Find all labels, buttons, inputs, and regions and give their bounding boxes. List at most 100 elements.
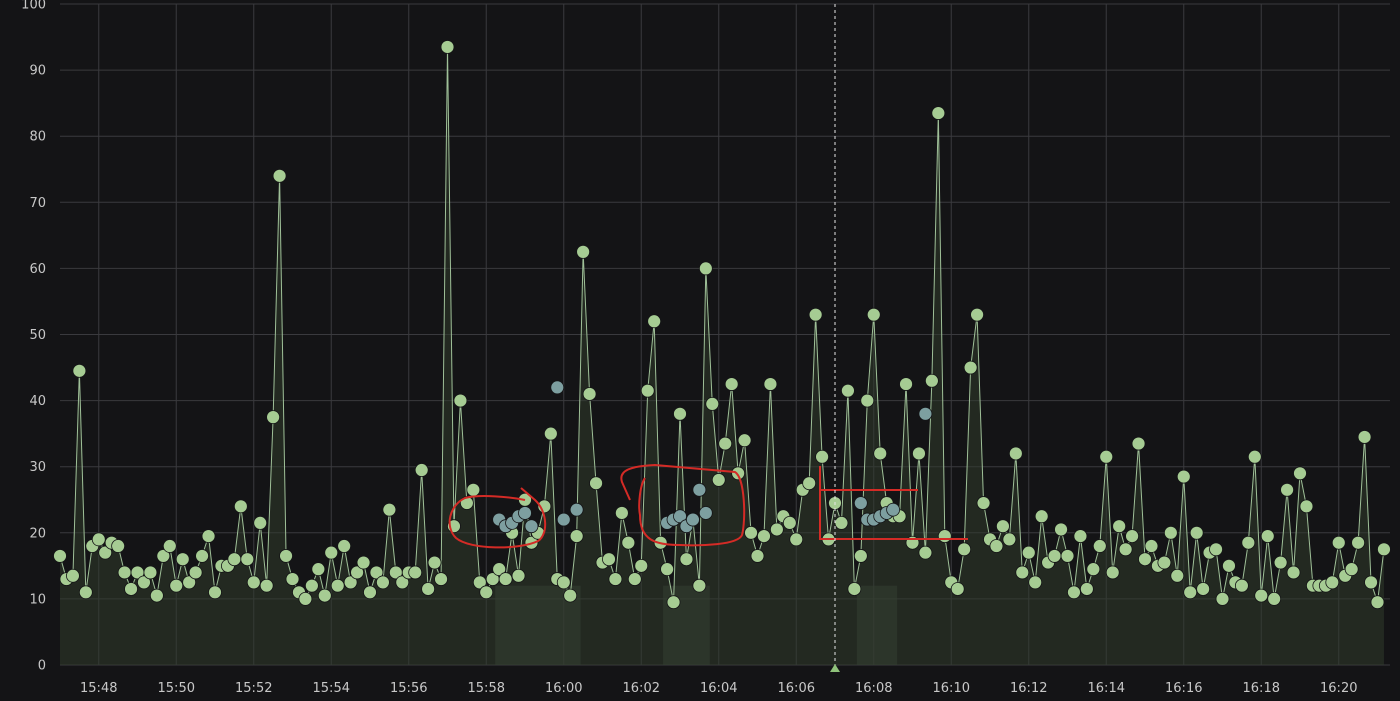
data-point[interactable] <box>860 393 875 408</box>
data-point[interactable] <box>369 565 384 580</box>
data-point[interactable] <box>1002 532 1017 547</box>
data-point[interactable] <box>1054 522 1068 537</box>
data-point[interactable] <box>782 515 797 530</box>
data-point[interactable] <box>1377 542 1391 557</box>
data-point[interactable] <box>246 575 261 590</box>
data-point[interactable] <box>1131 436 1146 451</box>
data-point[interactable] <box>543 426 558 441</box>
data-point[interactable] <box>1351 535 1366 550</box>
data-point[interactable] <box>53 549 67 563</box>
data-point[interactable] <box>169 578 184 593</box>
data-point[interactable] <box>602 552 616 567</box>
data-point[interactable] <box>1157 555 1172 570</box>
data-point[interactable] <box>731 466 746 481</box>
data-point[interactable] <box>279 549 293 563</box>
data-point[interactable] <box>330 578 345 593</box>
data-point[interactable] <box>1254 588 1269 603</box>
data-point[interactable] <box>569 529 584 544</box>
data-point[interactable] <box>647 314 662 329</box>
data-point[interactable] <box>1073 529 1088 544</box>
data-point[interactable] <box>1293 466 1307 481</box>
data-point[interactable] <box>175 552 190 567</box>
highlighted-data-point[interactable] <box>886 502 901 517</box>
data-point[interactable] <box>208 585 222 600</box>
data-point[interactable] <box>427 555 442 570</box>
data-point[interactable] <box>434 572 448 586</box>
data-point[interactable] <box>808 307 823 322</box>
data-point[interactable] <box>1273 555 1288 570</box>
data-point[interactable] <box>227 552 242 567</box>
data-point[interactable] <box>259 578 274 593</box>
data-point[interactable] <box>78 585 93 600</box>
data-point[interactable] <box>750 549 765 563</box>
data-point[interactable] <box>466 482 481 497</box>
data-point[interactable] <box>1370 595 1385 610</box>
data-point[interactable] <box>498 572 513 586</box>
data-point[interactable] <box>970 307 984 322</box>
data-point[interactable] <box>395 575 410 590</box>
data-point[interactable] <box>1008 446 1023 461</box>
data-point[interactable] <box>989 539 1004 553</box>
data-point[interactable] <box>621 535 636 550</box>
data-point[interactable] <box>1163 525 1178 540</box>
data-point[interactable] <box>789 532 804 547</box>
data-point[interactable] <box>162 539 177 553</box>
data-point[interactable] <box>873 446 888 461</box>
data-point[interactable] <box>1144 539 1159 553</box>
data-point[interactable] <box>912 446 926 461</box>
data-point[interactable] <box>1234 578 1249 593</box>
data-point[interactable] <box>918 545 933 560</box>
data-point[interactable] <box>382 502 397 517</box>
data-point[interactable] <box>453 393 468 408</box>
data-point[interactable] <box>1105 565 1120 580</box>
data-point[interactable] <box>233 499 248 514</box>
data-point[interactable] <box>834 515 849 530</box>
data-point[interactable] <box>1183 585 1198 600</box>
data-point[interactable] <box>1196 582 1211 596</box>
data-point[interactable] <box>847 582 862 596</box>
data-point[interactable] <box>240 552 255 567</box>
highlighted-data-point[interactable] <box>853 496 868 510</box>
data-point[interactable] <box>996 519 1010 534</box>
data-point[interactable] <box>1286 565 1301 580</box>
highlighted-data-point[interactable] <box>686 512 700 527</box>
data-point[interactable] <box>201 529 216 544</box>
data-point[interactable] <box>137 575 151 590</box>
data-point[interactable] <box>957 542 972 557</box>
data-point[interactable] <box>343 575 358 590</box>
data-point[interactable] <box>608 572 623 586</box>
data-point[interactable] <box>1299 499 1314 514</box>
data-point[interactable] <box>698 261 713 276</box>
data-point[interactable] <box>673 406 687 421</box>
data-point[interactable] <box>414 463 429 477</box>
data-point[interactable] <box>763 377 778 391</box>
highlighted-data-point[interactable] <box>524 519 539 534</box>
data-point[interactable] <box>124 582 138 596</box>
data-point[interactable] <box>1176 469 1191 484</box>
data-point[interactable] <box>272 168 287 183</box>
data-point[interactable] <box>737 433 752 448</box>
data-point[interactable] <box>963 360 978 375</box>
data-point[interactable] <box>472 575 487 590</box>
data-point[interactable] <box>1034 509 1049 524</box>
highlighted-points[interactable] <box>492 380 933 534</box>
data-point[interactable] <box>556 575 571 590</box>
data-point[interactable] <box>72 363 87 378</box>
data-point[interactable] <box>1357 430 1372 444</box>
data-point[interactable] <box>1331 535 1346 550</box>
data-point[interactable] <box>363 585 377 600</box>
data-point[interactable] <box>841 383 855 398</box>
data-point[interactable] <box>1125 529 1139 544</box>
highlighted-data-point[interactable] <box>550 380 565 395</box>
data-point[interactable] <box>324 545 339 560</box>
data-point[interactable] <box>718 436 733 451</box>
data-point[interactable] <box>802 476 817 491</box>
data-point[interactable] <box>976 496 991 510</box>
data-point[interactable] <box>1112 519 1127 534</box>
data-point[interactable] <box>660 562 674 577</box>
series-points[interactable] <box>53 40 1391 610</box>
data-point[interactable] <box>492 562 507 577</box>
data-point[interactable] <box>149 588 164 603</box>
data-point[interactable] <box>576 244 591 259</box>
data-point[interactable] <box>853 549 868 563</box>
